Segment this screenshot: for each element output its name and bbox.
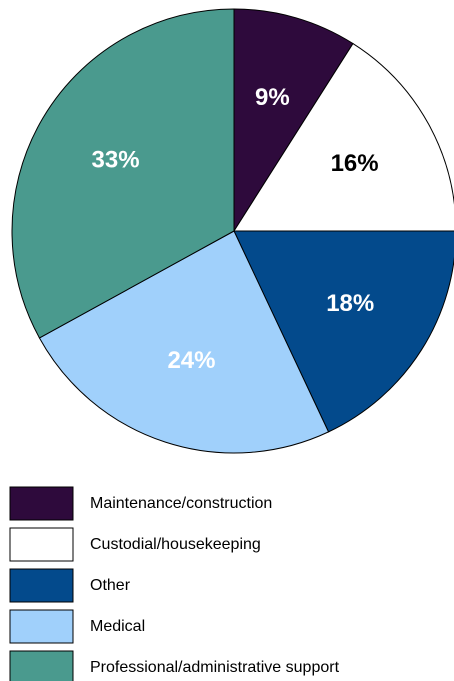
legend-label: Medical: [90, 618, 145, 635]
value-label: 18%: [326, 290, 374, 317]
value-label: 33%: [92, 146, 140, 173]
pie-slice: [38, 230, 330, 454]
legend-label: Professional/administrative support: [90, 659, 340, 676]
legend-swatch: [9, 650, 74, 681]
pie-slice: [11, 8, 235, 339]
legend-swatch: [9, 527, 74, 562]
value-label: 16%: [331, 150, 379, 177]
pie-slice: [233, 42, 454, 232]
legend-label: Other: [90, 577, 131, 594]
legend-label: Maintenance/construction: [90, 495, 272, 512]
legend-swatch: [9, 609, 74, 644]
pie-slice: [233, 8, 354, 233]
legend-swatch: [9, 568, 74, 603]
value-label: 24%: [167, 347, 215, 374]
value-label: 9%: [255, 84, 290, 111]
legend-swatch: [9, 486, 74, 521]
pie-slice: [233, 230, 454, 433]
legend-label: Custodial/housekeeping: [90, 536, 261, 553]
